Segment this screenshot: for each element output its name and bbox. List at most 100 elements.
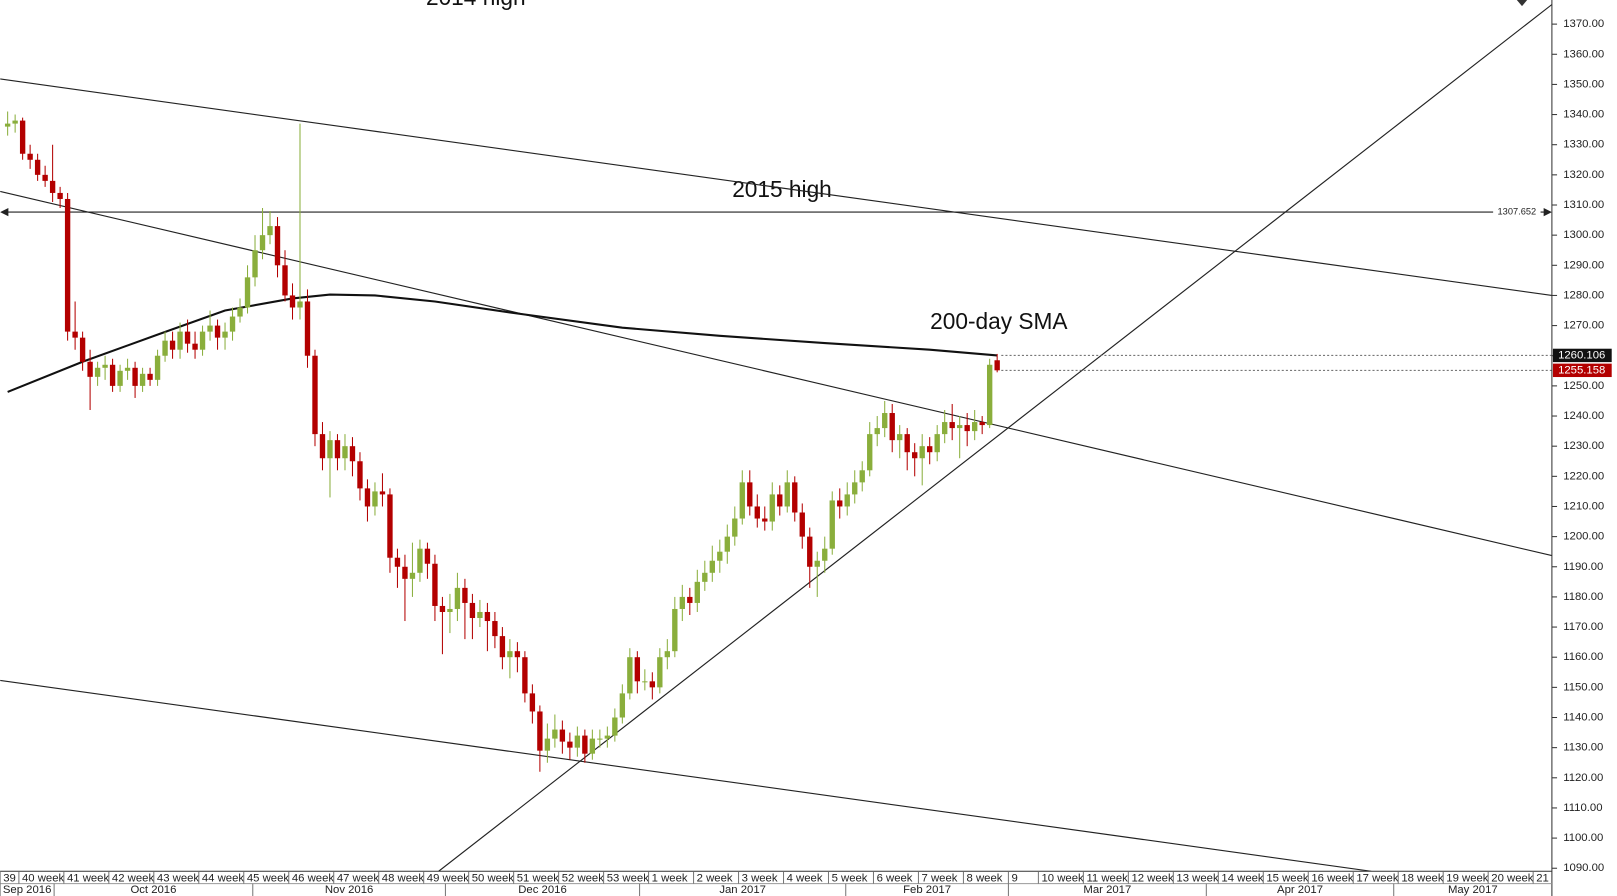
x-tick-label: 46 week (292, 872, 335, 884)
x-tick-label: 5 week (832, 872, 868, 884)
candle-body (897, 434, 903, 441)
candle-body (964, 425, 970, 432)
candle-body (199, 331, 206, 350)
candle-body (94, 367, 101, 377)
candle-body (912, 452, 918, 459)
y-tick-label: 1230.00 (1563, 440, 1604, 452)
candle-body (27, 153, 33, 160)
candle-body (739, 482, 745, 519)
trend-line (0, 78, 1552, 297)
candle-body (57, 192, 63, 199)
candle-body (889, 413, 895, 441)
candle-body (312, 355, 318, 435)
y-tick-label: 1340.00 (1563, 109, 1604, 121)
y-tick-label: 1220.00 (1563, 470, 1604, 482)
x-tick-label: 16 week (1311, 872, 1354, 884)
candle-body (567, 741, 573, 748)
y-tick-label: 1140.00 (1563, 712, 1603, 724)
candle-body (409, 572, 416, 579)
level-label: 1307.652 (1498, 207, 1537, 217)
candle-body (762, 518, 768, 522)
candle-body (574, 735, 581, 748)
y-tick-label: 1160.00 (1563, 651, 1603, 663)
candle-body (327, 440, 333, 459)
candle-body (867, 434, 873, 471)
x-tick-label: 6 week (877, 872, 913, 884)
candle-body (139, 373, 146, 386)
candle-body (537, 711, 543, 751)
candle-body (559, 729, 566, 742)
level-label-bg (1493, 205, 1541, 219)
candle-body (402, 566, 408, 579)
candle-body (552, 729, 558, 739)
candle-body (4, 123, 11, 127)
candle-body (672, 608, 678, 652)
candle-body (499, 636, 506, 658)
x-tick-label: 8 week (967, 872, 1003, 884)
x-tick-label: 47 week (337, 872, 380, 884)
y-tick-label: 1280.00 (1563, 289, 1604, 301)
candle-body (986, 364, 993, 426)
candle-body (754, 506, 760, 519)
candle-body (777, 494, 783, 507)
candle-body (364, 488, 371, 507)
candle-body (589, 738, 596, 754)
candle-body (304, 301, 311, 356)
candle-body (147, 373, 153, 380)
candle-body (492, 621, 498, 637)
x-tick-label: 44 week (202, 872, 245, 884)
candle-body (949, 422, 955, 429)
candle-body (919, 446, 925, 459)
candle-body (477, 611, 483, 619)
candle-body (109, 364, 116, 386)
candle-body (192, 343, 198, 350)
y-tick-label: 1130.00 (1563, 742, 1603, 754)
y-tick-label: 1110.00 (1563, 802, 1602, 814)
candle-body (267, 226, 273, 236)
x-tick-label: 20 week (1491, 872, 1534, 884)
candle-body (229, 316, 236, 332)
x-tick-label: 49 week (427, 872, 470, 884)
candle-body (447, 608, 453, 612)
candle-body (784, 482, 790, 507)
y-tick-label: 1210.00 (1563, 500, 1604, 512)
candle-body (769, 494, 775, 522)
x-tick-label: 42 week (112, 872, 155, 884)
x-tick-label: 15 week (1266, 872, 1309, 884)
arrow-head (0, 207, 9, 217)
candle-body (679, 596, 685, 609)
y-tick-label: 1250.00 (1563, 380, 1604, 392)
candle-body (971, 422, 978, 432)
candle-body (252, 250, 258, 278)
candle-body (439, 605, 446, 612)
annotation: 2015 high (732, 176, 832, 202)
x-tick-label: 52 week (562, 872, 605, 884)
month-label: Mar 2017 (1083, 884, 1131, 896)
y-tick-label: 1120.00 (1563, 772, 1603, 784)
candle-body (319, 434, 326, 459)
candle-body (12, 120, 18, 124)
candle-body (102, 364, 108, 368)
candle-body (634, 657, 641, 682)
x-tick-label: 14 week (1221, 872, 1264, 884)
y-tick-label: 1190.00 (1563, 561, 1603, 573)
candle-body (859, 470, 865, 483)
candle-body (357, 461, 363, 489)
candle-body (934, 434, 940, 453)
month-label: May 2017 (1448, 884, 1498, 896)
y-tick-label: 1320.00 (1563, 169, 1604, 181)
candle-body (522, 657, 528, 694)
x-tick-label: 9 (1012, 872, 1018, 884)
y-tick-label: 1180.00 (1563, 591, 1603, 603)
arrow-head (1543, 207, 1552, 217)
candle-body (282, 265, 288, 296)
candle-body (237, 307, 243, 317)
candle-body (687, 596, 693, 603)
candle-body (664, 651, 671, 658)
candle-body (49, 180, 56, 193)
sma-line (7, 293, 998, 393)
y-tick-label: 1200.00 (1563, 531, 1604, 543)
candle-body (747, 482, 753, 507)
y-tick-label: 1240.00 (1563, 410, 1604, 422)
